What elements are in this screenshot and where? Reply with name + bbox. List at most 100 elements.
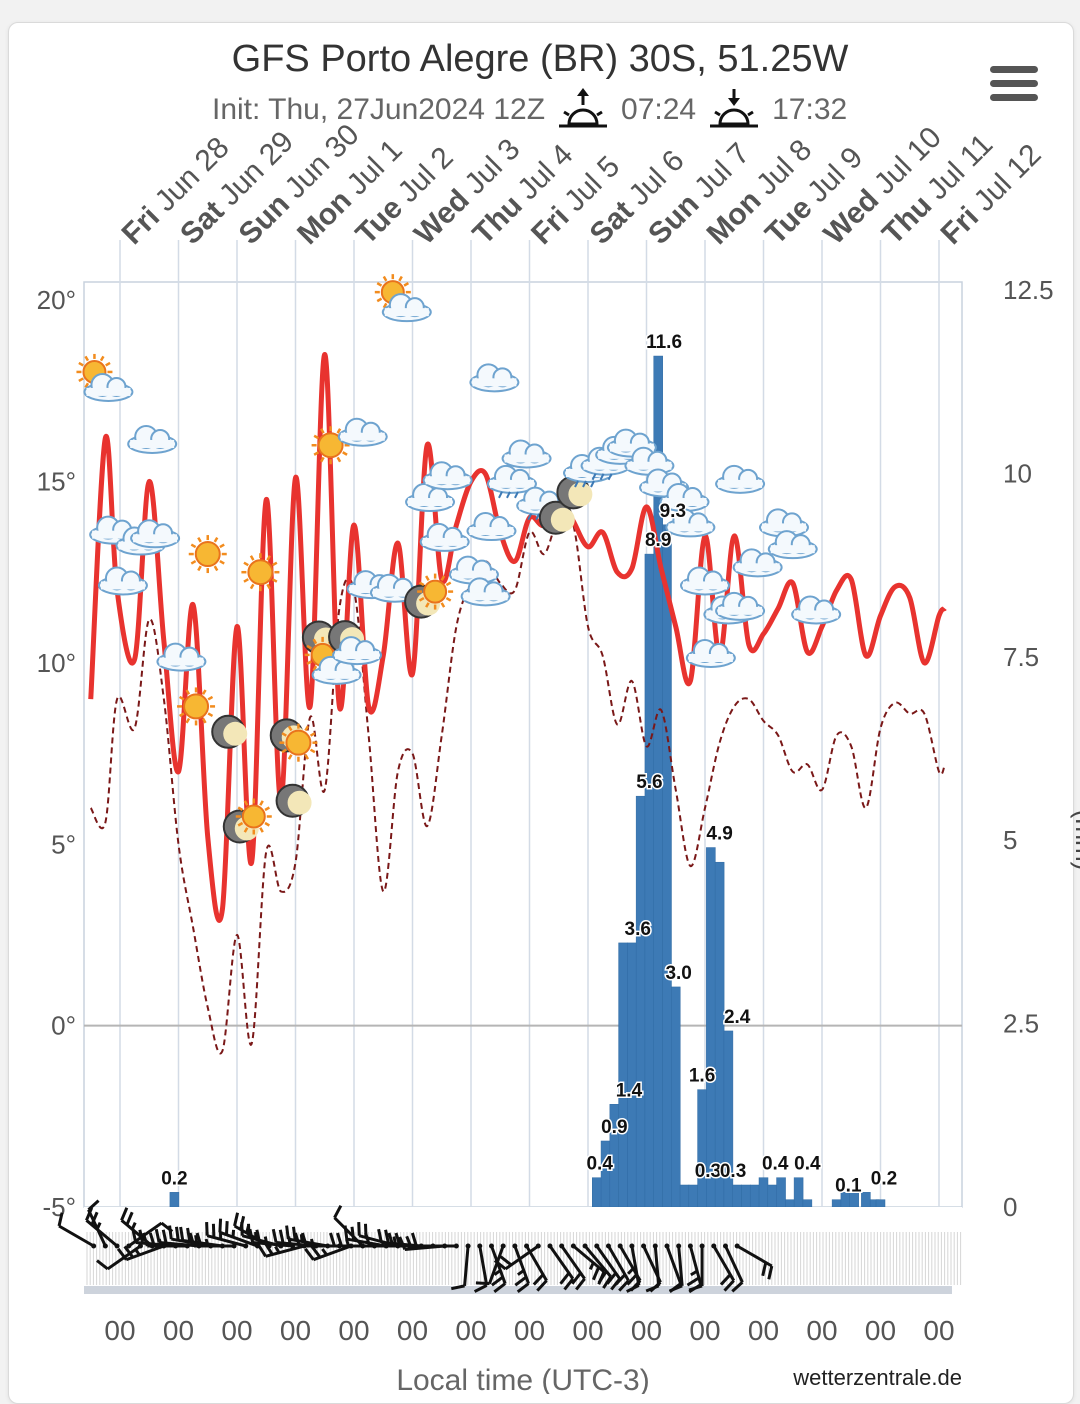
wind-dot <box>653 1244 658 1249</box>
precip-bar <box>832 1200 841 1207</box>
x-tick-label: 00 <box>104 1315 135 1346</box>
cloud-fill <box>315 671 359 679</box>
cloud-fill <box>472 378 516 386</box>
x-tick-label: 00 <box>748 1315 779 1346</box>
cloud-fill <box>718 480 762 488</box>
precip-bar <box>706 848 715 1207</box>
wind-dot <box>512 1244 517 1249</box>
wind-dot <box>103 1244 108 1249</box>
x-tick-label: 00 <box>923 1315 954 1346</box>
x-tick-label: 00 <box>455 1315 486 1346</box>
x-tick-label: 00 <box>631 1315 662 1346</box>
precip-label: 0.3 <box>720 1161 746 1182</box>
sun-ray <box>79 378 83 381</box>
wind-half-feather <box>206 1239 208 1246</box>
moon-crescent <box>551 508 575 532</box>
credit-text[interactable]: wetterzentrale.de <box>792 1365 962 1390</box>
wind-dot <box>115 1244 120 1249</box>
precip-bar <box>627 943 636 1207</box>
y-left-tick-label: 15° <box>37 467 76 497</box>
y-left-tick-label: 20° <box>37 285 76 315</box>
wind-feather <box>476 1283 490 1284</box>
cloud-fill <box>771 545 815 553</box>
wind-dot <box>676 1244 681 1249</box>
wind-dot <box>524 1244 529 1249</box>
cloud-fill <box>385 308 429 316</box>
precip-bar <box>794 1178 803 1207</box>
sun-disc <box>243 805 265 827</box>
precip-bar <box>861 1192 870 1207</box>
precip-label: 0.4 <box>794 1154 821 1175</box>
y-left-tick-label: 0° <box>51 1011 76 1041</box>
precip-label: 5.6 <box>636 772 662 793</box>
precip-label: 0.2 <box>161 1168 187 1189</box>
wind-dot <box>547 1244 552 1249</box>
y-left-tick-label: 10° <box>37 648 76 678</box>
cloud-fill <box>341 433 385 441</box>
sun-ray <box>79 363 83 366</box>
precip-label: 0.4 <box>762 1154 789 1175</box>
x-tick-label: 00 <box>163 1315 194 1346</box>
sun-disc <box>184 694 208 718</box>
precip-bar <box>803 1200 812 1207</box>
precip-bar <box>768 1185 777 1207</box>
wind-feather <box>226 1221 227 1235</box>
precip-label: 0.2 <box>871 1168 897 1189</box>
y-right-tick-label: 5 <box>1003 825 1017 855</box>
sun-disc <box>248 560 272 584</box>
cloud-fill <box>683 581 727 589</box>
sun-disc <box>424 581 446 603</box>
precip-bar <box>619 943 628 1207</box>
precip-bar <box>592 1178 601 1207</box>
y-right-axis-label: (mm) <box>1070 810 1080 871</box>
wind-dot <box>454 1244 459 1249</box>
y-right-tick-label: 12.5 <box>1003 275 1054 305</box>
precip-label: 0.9 <box>601 1117 627 1138</box>
cloud-fill <box>689 654 733 662</box>
wind-half-feather <box>311 1239 313 1246</box>
cloud-fill <box>408 498 452 506</box>
x-tick-label: 00 <box>338 1315 369 1346</box>
precip-bar <box>170 1192 179 1207</box>
sun-ray <box>384 277 387 281</box>
y-left-tick-label: 5° <box>51 829 76 859</box>
cloud-fill <box>736 563 780 571</box>
cloud-fill <box>426 476 470 484</box>
precip-label: 1.4 <box>616 1080 643 1101</box>
precip-bar <box>689 1185 698 1207</box>
precip-bar <box>750 1185 759 1207</box>
wind-dot <box>629 1244 634 1249</box>
precip-bar <box>698 1090 707 1207</box>
moon-crescent <box>568 482 592 506</box>
wind-dot <box>466 1244 471 1249</box>
wind-dot <box>711 1244 716 1249</box>
y-right-tick-label: 7.5 <box>1003 642 1039 672</box>
precip-label: 3.6 <box>625 919 651 940</box>
wind-feather <box>287 1226 289 1239</box>
x-tick-label: 00 <box>280 1315 311 1346</box>
precip-label: 9.3 <box>660 501 686 522</box>
wind-dot <box>91 1244 96 1249</box>
y-right-tick-label: 10 <box>1003 458 1032 488</box>
precip-label: 0.3 <box>695 1161 721 1182</box>
x-tick-label: 00 <box>865 1315 896 1346</box>
x-tick-label: 00 <box>806 1315 837 1346</box>
wind-dot <box>583 1244 588 1249</box>
cloud-fill <box>86 388 130 396</box>
cloud-fill <box>505 454 549 462</box>
wind-dot <box>489 1244 494 1249</box>
wind-half-feather <box>394 1237 395 1244</box>
wind-dot <box>571 1244 576 1249</box>
precip-bar <box>777 1178 786 1207</box>
wind-dot <box>477 1244 482 1249</box>
sun-disc <box>286 731 310 755</box>
precip-bar <box>785 1200 794 1207</box>
wind-dot <box>606 1244 611 1249</box>
cloud-fill <box>464 592 508 600</box>
y-right-tick-label: 2.5 <box>1003 1009 1039 1039</box>
sun-disc <box>196 542 220 566</box>
cloud-fill <box>718 607 762 615</box>
cloud-fill <box>101 581 145 589</box>
wind-dot <box>594 1244 599 1249</box>
